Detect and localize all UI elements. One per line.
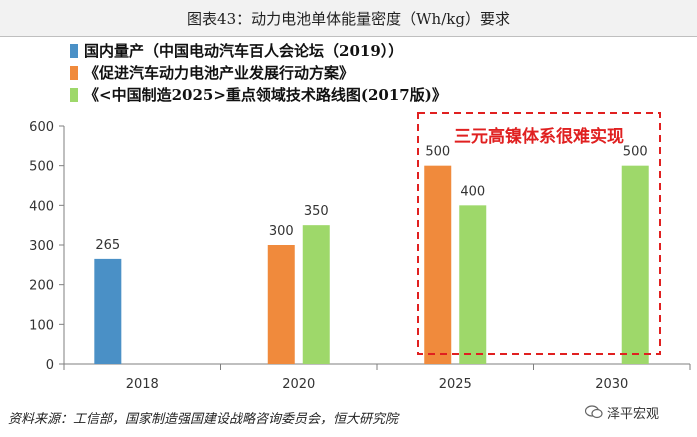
watermark: 泽平宏观 <box>584 400 660 424</box>
wechat-icon <box>584 405 603 419</box>
legend-label: 国内量产（中国电动汽车百人会论坛（2019）） <box>84 42 403 60</box>
legend-swatch <box>70 44 78 58</box>
y-tick-label: 200 <box>29 279 54 294</box>
legend-label: 《促进汽车动力电池产业发展行动方案》 <box>84 64 354 82</box>
data-label: 500 <box>623 145 648 160</box>
bar <box>459 205 487 364</box>
y-tick-label: 0 <box>46 358 54 373</box>
source-note: 资料来源：工信部，国家制造强国建设战略咨询委员会，恒大研究院 <box>8 412 399 427</box>
data-label: 300 <box>269 224 294 239</box>
data-label: 265 <box>95 238 120 253</box>
data-label: 400 <box>460 184 485 199</box>
y-tick-label: 100 <box>29 318 54 333</box>
bar-chart: 国内量产（中国电动汽车百人会论坛（2019）） 《促进汽车动力电池产业发展行动方案… <box>29 42 691 392</box>
legend-label: 《<中国制造2025>重点领域技术路线图(2017版)》 <box>84 86 447 104</box>
axes: 0 100 200 300 400 500 600 2018 2020 2025 2030 <box>29 120 691 392</box>
bars: 265 300 350 500 400 500 <box>94 145 649 364</box>
bar <box>424 165 452 364</box>
legend: 国内量产（中国电动汽车百人会论坛（2019）） 《促进汽车动力电池产业发展行动方案… <box>70 42 447 104</box>
x-tick-label: 2030 <box>595 377 628 392</box>
data-label: 500 <box>425 145 450 160</box>
y-tick-label: 400 <box>29 199 54 214</box>
data-label: 350 <box>304 204 329 219</box>
figure-title: 图表43：动力电池单体能量密度（Wh/kg）要求 <box>0 0 697 37</box>
x-tick-label: 2018 <box>126 377 159 392</box>
y-tick-label: 500 <box>29 160 54 175</box>
x-tick-label: 2020 <box>282 377 315 392</box>
annotation-text: 三元高镍体系很难实现 <box>454 126 624 147</box>
legend-swatch <box>70 66 78 80</box>
x-tick-label: 2025 <box>439 377 472 392</box>
y-tick-label: 300 <box>29 239 54 254</box>
annotation: 三元高镍体系很难实现 <box>417 112 661 355</box>
bar <box>302 225 330 364</box>
y-tick-label: 600 <box>29 120 54 135</box>
bar <box>267 245 295 364</box>
legend-swatch <box>70 88 78 102</box>
bar <box>621 165 649 364</box>
watermark-text: 泽平宏观 <box>607 406 660 422</box>
bar <box>94 258 122 364</box>
annotation-box <box>417 112 661 355</box>
